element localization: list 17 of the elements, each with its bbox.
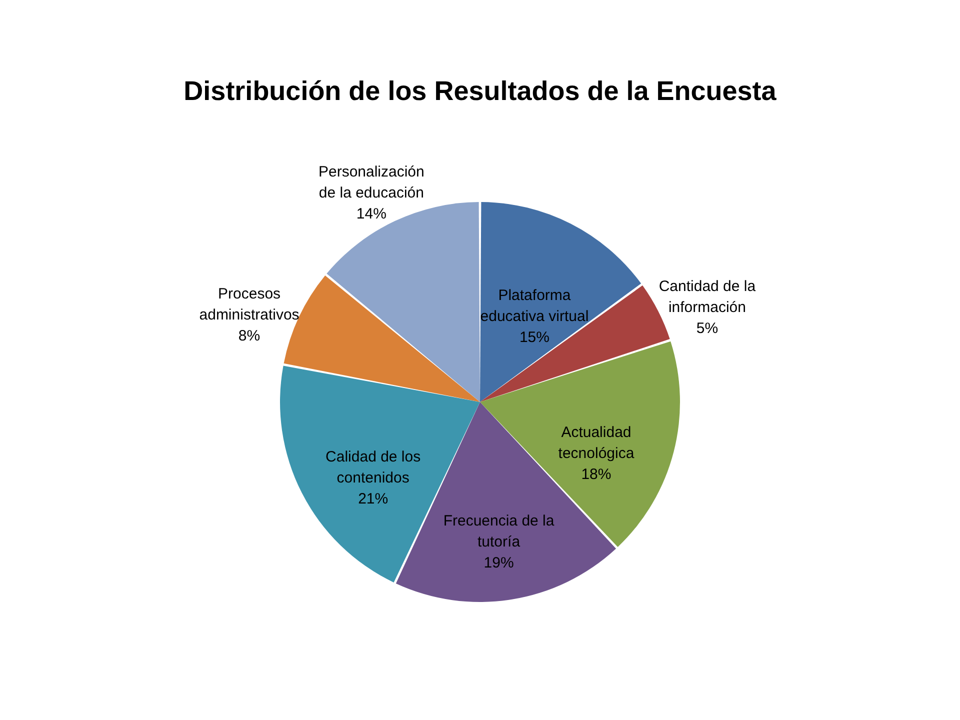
data-label: 19% bbox=[484, 554, 514, 572]
slice-label: Frecuencia de la tutoría bbox=[443, 512, 555, 551]
pie-slice bbox=[326, 202, 480, 402]
slice-label: Personalización de la educación bbox=[318, 163, 424, 202]
slice-label: Actualidad tecnológica bbox=[558, 424, 635, 462]
chart-title: Distribución de los Resultados de la Encuesta bbox=[184, 76, 778, 106]
data-label: 14% bbox=[356, 205, 386, 222]
data-label: 18% bbox=[581, 466, 612, 483]
slice-label: Procesos administrativos bbox=[199, 285, 300, 324]
data-label: 15% bbox=[519, 329, 550, 346]
pie-slice bbox=[480, 202, 642, 402]
data-label: 5% bbox=[696, 320, 718, 338]
slice-label: Plataforma educativa virtual bbox=[480, 287, 589, 326]
data-label: 8% bbox=[238, 327, 260, 344]
slice-label: Calidad de los contenidos bbox=[326, 448, 421, 486]
data-label: 21% bbox=[358, 490, 388, 508]
slice-label: Cantidad de la información bbox=[658, 278, 756, 316]
